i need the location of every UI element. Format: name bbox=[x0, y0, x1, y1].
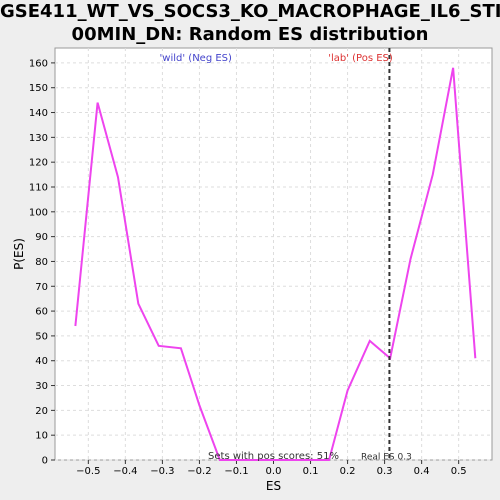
y-tick-label: 130 bbox=[29, 133, 48, 144]
y-tick-label: 10 bbox=[35, 431, 48, 442]
chart-title-line-1: GSE411_WT_VS_SOCS3_KO_MACROPHAGE_IL6_STI… bbox=[0, 1, 500, 22]
x-axis-label: ES bbox=[266, 479, 281, 493]
x-tick-label: −0.2 bbox=[187, 466, 211, 477]
y-tick-label: 150 bbox=[29, 83, 48, 94]
x-tick-label: −0.1 bbox=[224, 466, 248, 477]
y-axis-label: P(ES) bbox=[12, 238, 26, 270]
y-tick-label: 60 bbox=[35, 307, 48, 318]
series-line bbox=[74, 67, 477, 461]
chart-title-line-2: 00MIN_DN: Random ES distribution bbox=[71, 24, 429, 45]
x-tick-label: 0.0 bbox=[266, 466, 282, 477]
y-tick-label: 50 bbox=[35, 331, 48, 342]
y-tick-label: 20 bbox=[35, 406, 48, 417]
y-tick-label: 70 bbox=[35, 282, 48, 293]
x-tick-label: 0.3 bbox=[377, 466, 393, 477]
grid-lines bbox=[55, 48, 492, 461]
x-tick-label: 0.5 bbox=[451, 466, 467, 477]
real-es-label: Real ES 0.3 bbox=[361, 453, 412, 463]
x-tick-label: −0.5 bbox=[76, 466, 100, 477]
x-tick-label: −0.3 bbox=[150, 466, 174, 477]
y-tick-label: 100 bbox=[29, 207, 48, 218]
y-tick-label: 90 bbox=[35, 232, 48, 243]
y-tick-label: 120 bbox=[29, 158, 48, 169]
y-tick-label: 160 bbox=[29, 58, 48, 69]
y-tick-label: 80 bbox=[35, 257, 48, 268]
y-axis: 0 10 20 30 40 50 60 70 80 90 100 110 120 130 140 150 160 bbox=[29, 58, 55, 467]
y-tick-label: 30 bbox=[35, 381, 48, 392]
x-tick-label: −0.4 bbox=[113, 466, 137, 477]
y-tick-label: 0 bbox=[42, 456, 48, 467]
x-axis: −0.5 −0.4 −0.3 −0.2 −0.1 0.0 0.1 0.2 0.3 0.4 0.5 bbox=[76, 460, 467, 477]
x-tick-label: 0.4 bbox=[414, 466, 430, 477]
x-tick-label: 0.2 bbox=[340, 466, 356, 477]
chart-title: GSE411_WT_VS_SOCS3_KO_MACROPHAGE_IL6_STI… bbox=[0, 0, 500, 46]
y-tick-label: 110 bbox=[29, 182, 48, 193]
x-tick-label: 0.1 bbox=[303, 466, 319, 477]
pos-scores-label: Sets with pos scores: 51% bbox=[208, 451, 339, 462]
y-tick-label: 140 bbox=[29, 108, 48, 119]
y-tick-label: 40 bbox=[35, 356, 48, 367]
neg-es-label: 'wild' (Neg ES) bbox=[160, 53, 232, 64]
pos-es-label: 'lab' (Pos ES) bbox=[328, 53, 393, 64]
